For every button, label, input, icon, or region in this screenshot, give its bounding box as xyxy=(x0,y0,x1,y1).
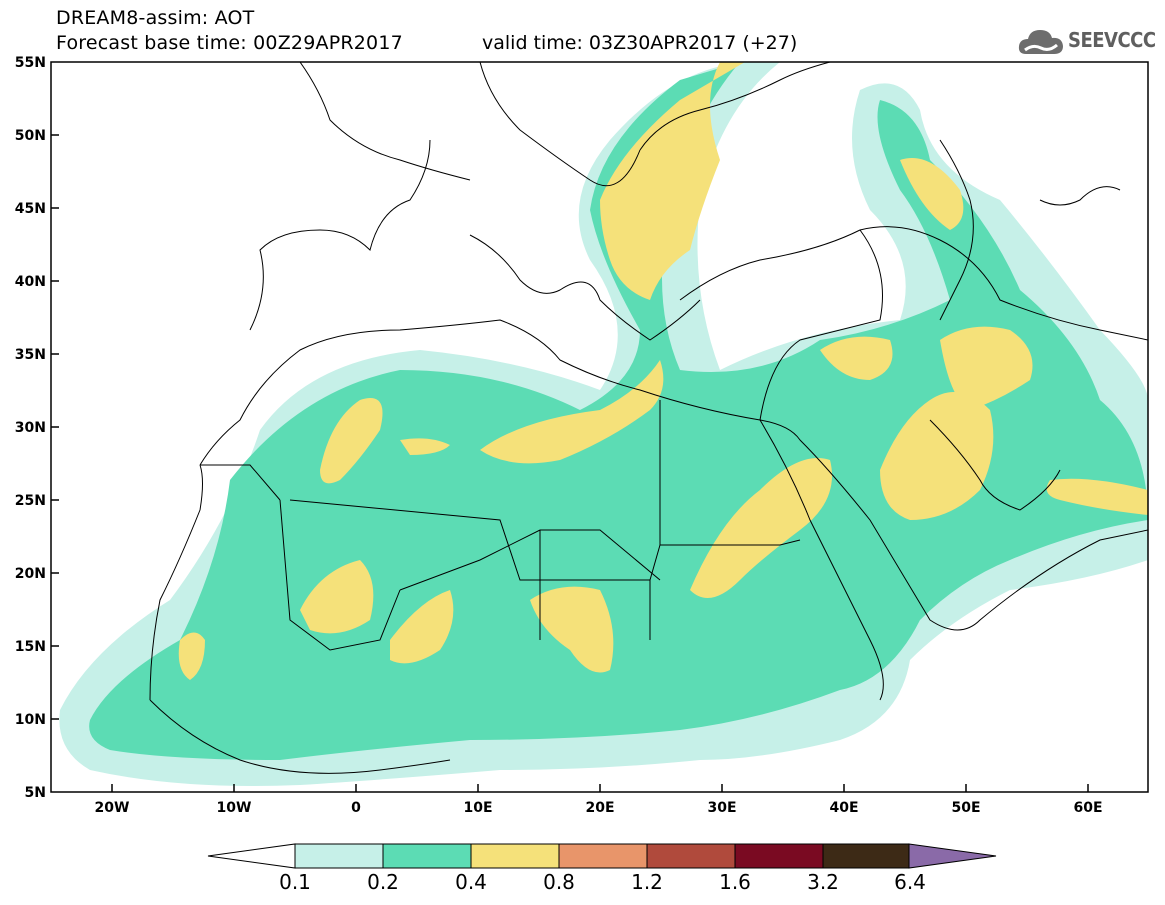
lat-label: 30N xyxy=(14,420,46,436)
lon-label: 30E xyxy=(707,800,737,816)
seevccc-logo: SEEVCCC xyxy=(1016,24,1156,58)
colorbar-label: 0.1 xyxy=(279,870,311,894)
aot-0.4-patch xyxy=(1046,478,1148,515)
logo-text: SEEVCCC xyxy=(1068,28,1156,52)
lon-label: 0 xyxy=(351,800,361,816)
lat-label: 10N xyxy=(14,712,46,728)
colorbar-high-arrow xyxy=(908,843,997,869)
aot-field xyxy=(59,62,1148,787)
chart-title: DREAM8-assim: AOT xyxy=(56,7,255,29)
colorbar xyxy=(207,843,997,869)
aot-0.4-regions xyxy=(178,62,1148,680)
lat-ticks xyxy=(51,134,59,720)
lat-label: 20N xyxy=(14,566,46,582)
forecast-base-time: Forecast base time: 00Z29APR2017 xyxy=(56,32,403,54)
colorbar-swatch-0.8 xyxy=(558,843,648,869)
aot-0.4-patch xyxy=(480,360,664,464)
lon-label: 40E xyxy=(829,800,859,816)
colorbar-label: 0.2 xyxy=(367,870,399,894)
aot-0.4-patch xyxy=(820,336,893,380)
colorbar-swatch-3.2 xyxy=(822,843,910,869)
colorbar-label: 3.2 xyxy=(807,870,839,894)
aot-0.4-patch xyxy=(880,392,994,520)
aot-0.4-patch xyxy=(390,590,454,664)
aot-0.4-patch xyxy=(300,560,374,634)
aot-0.4-patch xyxy=(600,62,745,300)
valid-time: valid time: 03Z30APR2017 (+27) xyxy=(482,32,798,54)
lon-label: 20E xyxy=(585,800,615,816)
lat-label: 15N xyxy=(14,639,46,655)
coastlines xyxy=(149,62,1148,774)
colorbar-label: 6.4 xyxy=(894,870,926,894)
lon-label: 10W xyxy=(216,800,252,816)
lon-ticks xyxy=(111,784,1089,792)
aot-0.4-patch xyxy=(178,632,205,680)
colorbar-low-arrow xyxy=(207,843,296,869)
lat-label: 25N xyxy=(14,493,46,509)
colorbar-swatch-0.1 xyxy=(294,843,384,869)
aot-0.4-patch xyxy=(320,398,383,484)
lat-label: 35N xyxy=(14,347,46,363)
lat-label: 50N xyxy=(14,128,46,144)
lon-label: 20W xyxy=(94,800,130,816)
aot-0.4-patch xyxy=(690,458,832,598)
lon-label: 50E xyxy=(951,800,981,816)
lat-label: 40N xyxy=(14,274,46,290)
colorbar-swatch-0.4 xyxy=(470,843,560,869)
lat-label: 5N xyxy=(24,785,46,801)
colorbar-label: 1.6 xyxy=(719,870,751,894)
lat-label: 45N xyxy=(14,201,46,217)
lat-label: 55N xyxy=(14,55,46,71)
aot-0.4-patch xyxy=(400,438,450,455)
aot-0.4-patch xyxy=(940,326,1033,410)
aot-0.4-patch xyxy=(530,586,614,673)
cloud-icon xyxy=(1018,30,1063,54)
colorbar-label: 1.2 xyxy=(631,870,663,894)
aot-0.4-patch xyxy=(900,158,964,230)
colorbar-label: 0.8 xyxy=(543,870,575,894)
lon-label: 60E xyxy=(1073,800,1103,816)
colorbar-swatch-1.2 xyxy=(646,843,736,869)
colorbar-swatch-0.2 xyxy=(382,843,472,869)
lon-label: 10E xyxy=(463,800,493,816)
colorbar-swatch-1.6 xyxy=(734,843,824,869)
colorbar-label: 0.4 xyxy=(455,870,487,894)
